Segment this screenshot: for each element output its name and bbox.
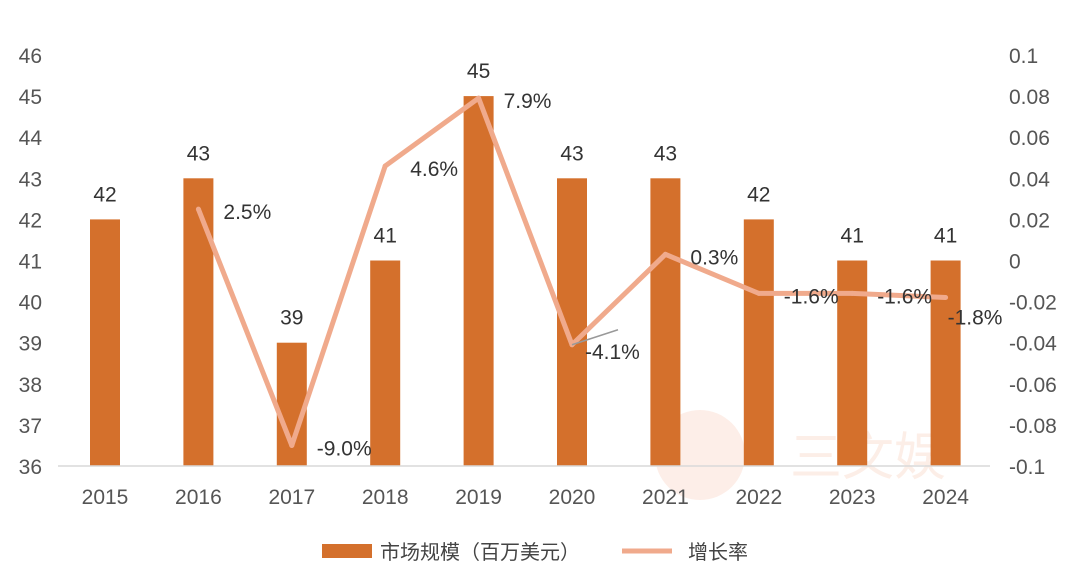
x-tick-2021: 2021: [642, 486, 689, 509]
growth-label-2017: -9.0%: [317, 437, 372, 460]
growth-point-2017: [289, 442, 295, 448]
y-right-tick-0.1: 0.1: [1009, 45, 1038, 68]
x-tick-2019: 2019: [455, 486, 502, 509]
growth-point-2023: [849, 290, 855, 296]
y-left-tick-45: 45: [19, 86, 42, 109]
bar-2018: [370, 260, 401, 466]
y-left-tick-38: 38: [19, 374, 42, 397]
y-right-tick--0.04: -0.04: [1009, 333, 1057, 356]
growth-label-2018: 4.6%: [410, 158, 458, 181]
y-right-tick--0.06: -0.06: [1009, 374, 1057, 397]
bar-label-2018: 41: [374, 225, 397, 248]
y-right-tick-0.06: 0.06: [1009, 127, 1050, 150]
watermark-logo: 三文娱: [655, 410, 946, 500]
bar-label-2020: 43: [560, 142, 583, 165]
bar-label-2022: 42: [747, 183, 770, 206]
bar-2024: [930, 260, 961, 466]
y-right-tick-0: 0: [1009, 251, 1021, 274]
leader-line: [571, 329, 619, 346]
x-tick-2020: 2020: [549, 486, 596, 509]
growth-point-2024: [943, 294, 949, 300]
growth-label-2019: 7.9%: [504, 90, 552, 113]
bar-label-2019: 45: [467, 60, 490, 83]
growth-point-2022: [756, 290, 762, 296]
bar-label-2015: 42: [93, 183, 116, 206]
x-tick-2024: 2024: [922, 486, 969, 509]
bar-label-2017: 39: [280, 307, 303, 330]
legend-swatch-bar: [322, 544, 372, 558]
growth-point-2019: [476, 95, 482, 101]
y-left-tick-41: 41: [19, 251, 42, 274]
y-left-tick-43: 43: [19, 168, 42, 191]
x-tick-2016: 2016: [175, 486, 222, 509]
x-tick-2018: 2018: [362, 486, 409, 509]
bar-label-2023: 41: [841, 225, 864, 248]
y-right-tick--0.02: -0.02: [1009, 292, 1057, 315]
growth-label-2021: 0.3%: [690, 246, 738, 269]
growth-label-2022: -1.6%: [784, 285, 839, 308]
growth-point-2021: [662, 251, 668, 257]
y-left-tick-46: 46: [19, 45, 42, 68]
bar-label-2016: 43: [187, 142, 210, 165]
growth-point-2016: [195, 206, 201, 212]
bar-2019: [463, 96, 494, 466]
y-left-tick-42: 42: [19, 209, 42, 232]
bar-2016: [183, 178, 214, 467]
y-left-tick-36: 36: [19, 456, 42, 479]
bar-label-2024: 41: [934, 225, 957, 248]
y-right-tick-0.08: 0.08: [1009, 86, 1050, 109]
y-left-tick-37: 37: [19, 415, 42, 438]
growth-label-2024: -1.8%: [948, 306, 1003, 329]
x-tick-2023: 2023: [829, 486, 876, 509]
y-right-tick--0.1: -0.1: [1009, 456, 1045, 479]
y-left-tick-44: 44: [19, 127, 43, 150]
legend-label-line: 增长率: [688, 540, 748, 564]
y-right-tick--0.08: -0.08: [1009, 415, 1057, 438]
legend-label-bar: 市场规模（百万美元）: [380, 540, 580, 564]
y-left-tick-39: 39: [19, 333, 42, 356]
watermark-text: 三文娱: [790, 429, 946, 487]
y-left-tick-40: 40: [19, 292, 42, 315]
growth-point-2018: [382, 163, 388, 169]
y-right-tick-0.02: 0.02: [1009, 209, 1050, 232]
growth-label-2020: -4.1%: [585, 341, 640, 364]
bar-2015: [90, 219, 120, 466]
bar-2022: [743, 219, 774, 466]
x-tick-2022: 2022: [735, 486, 782, 509]
x-tick-2015: 2015: [82, 486, 129, 509]
y-right-tick-0.04: 0.04: [1009, 168, 1050, 191]
bar-2021: [650, 178, 681, 467]
x-tick-2017: 2017: [268, 486, 315, 509]
growth-label-2023: -1.6%: [877, 285, 932, 308]
bar-label-2021: 43: [654, 142, 677, 165]
legend: 市场规模（百万美元） 增长率: [322, 540, 748, 564]
growth-label-2016: 2.5%: [223, 201, 271, 224]
